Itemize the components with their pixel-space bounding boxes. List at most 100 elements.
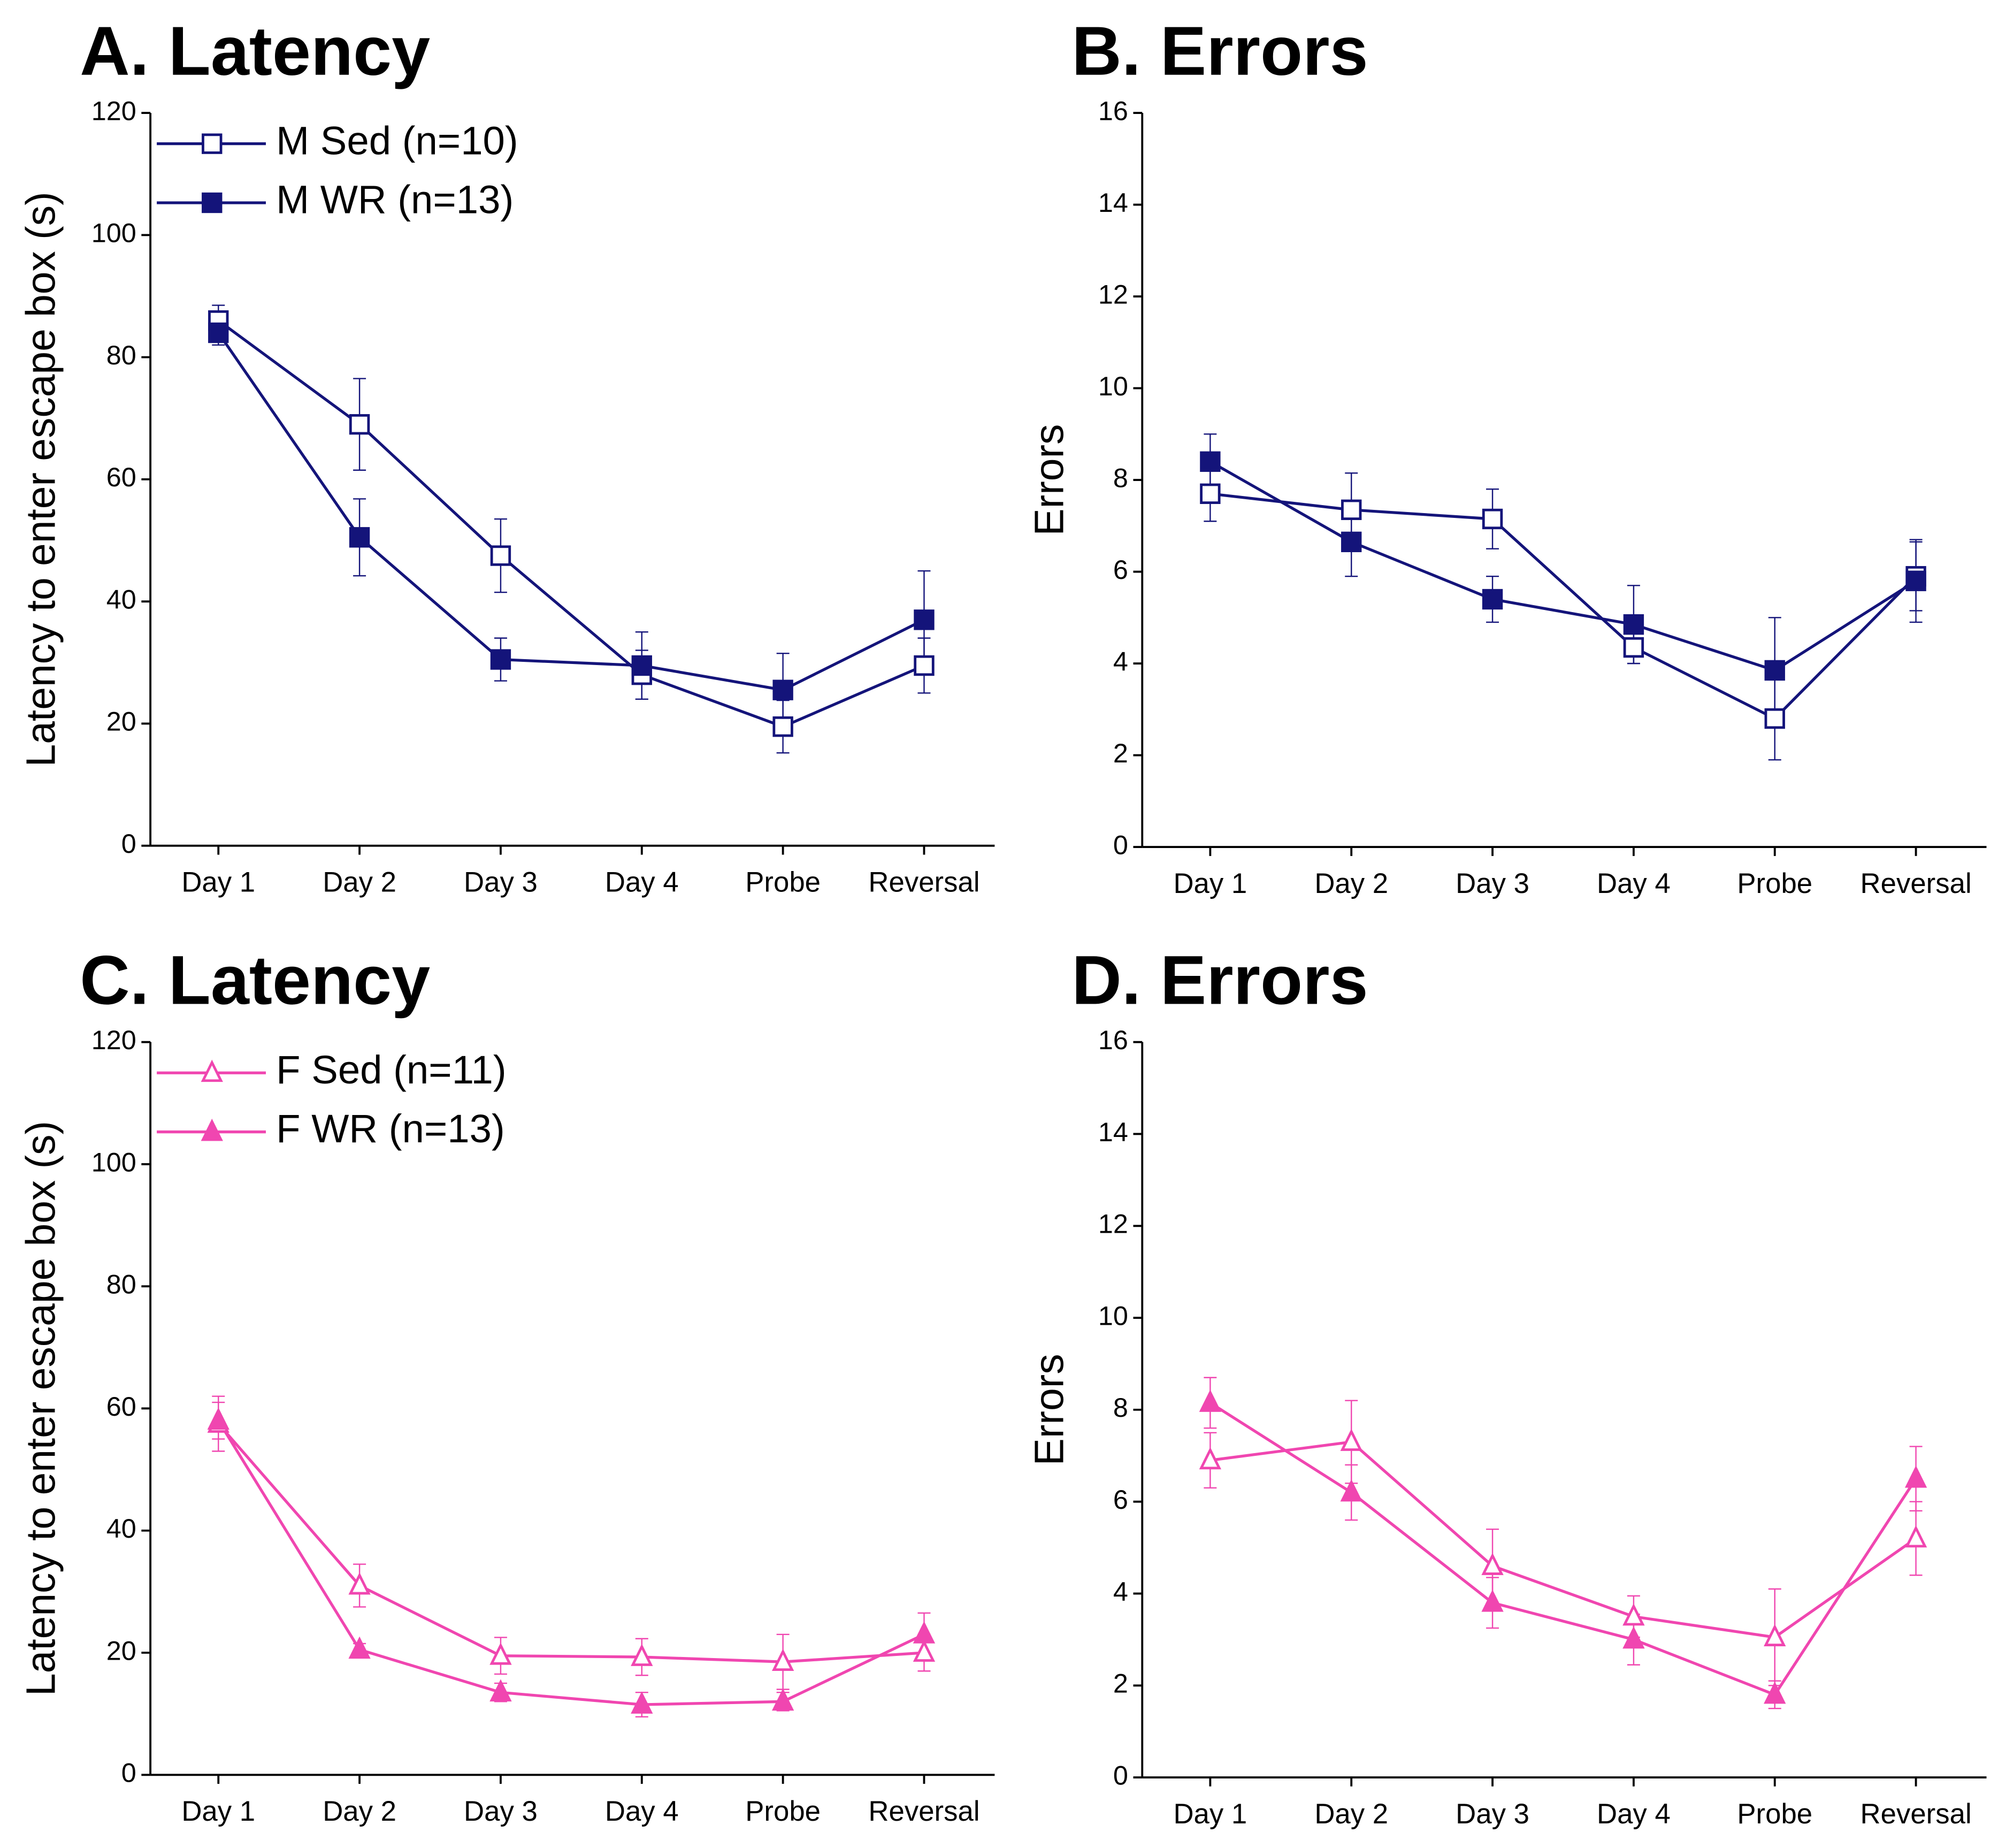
series-line <box>217 1419 925 1706</box>
x-tick-label: Day 3 <box>1456 868 1529 899</box>
x-tick-label: Day 3 <box>464 867 538 898</box>
data-point <box>913 1621 936 1644</box>
legend-marker <box>202 192 223 213</box>
panel: C. Latency Latency to enter escape box (s… <box>18 942 995 1827</box>
data-point <box>1622 1603 1645 1626</box>
y-tick-label: 16 <box>1098 1025 1128 1055</box>
x-tick-label: Probe <box>745 1796 821 1827</box>
data-point <box>489 1643 512 1665</box>
series-line <box>217 1423 924 1663</box>
data-point <box>208 322 229 343</box>
data-point <box>631 655 652 676</box>
y-tick-label: 10 <box>1098 371 1128 401</box>
x-tick-label: Day 2 <box>323 1796 396 1827</box>
y-tick-label: 120 <box>91 1025 136 1055</box>
y-tick-label: 80 <box>106 1269 136 1300</box>
data-point <box>631 1644 653 1666</box>
y-tick-label: 40 <box>106 1513 136 1544</box>
y-tick-label: 4 <box>1113 1576 1128 1607</box>
data-point <box>349 414 370 435</box>
data-point <box>772 716 793 737</box>
y-tick-label: 4 <box>1113 646 1128 676</box>
y-tick-label: 80 <box>106 340 136 370</box>
data-point <box>490 545 511 566</box>
data-point <box>1200 451 1221 472</box>
legend-label: F Sed (n=11) <box>276 1048 506 1092</box>
legend-marker <box>201 1059 223 1082</box>
x-tick-label: Day 1 <box>181 867 255 898</box>
y-axis-label: Latency to enter escape box (s) <box>18 1121 64 1696</box>
data-point <box>771 1648 794 1671</box>
x-tick-label: Reversal <box>1860 1798 1972 1830</box>
data-point <box>1764 708 1785 729</box>
data-point <box>1340 1429 1362 1451</box>
data-point <box>772 679 793 700</box>
x-tick-label: Day 2 <box>1314 1798 1388 1830</box>
data-point <box>914 655 935 676</box>
data-point <box>913 1639 936 1662</box>
x-tick-label: Day 4 <box>605 1796 679 1827</box>
y-tick-label: 10 <box>1098 1300 1128 1331</box>
y-tick-label: 20 <box>106 706 136 737</box>
y-tick-label: 120 <box>91 95 136 126</box>
data-point <box>1764 1624 1786 1646</box>
legend-marker <box>202 133 223 154</box>
data-point <box>1905 570 1926 591</box>
data-point <box>771 1688 794 1711</box>
legend-label: F WR (n=13) <box>276 1106 505 1151</box>
x-tick-label: Day 1 <box>1173 868 1247 899</box>
y-axis-label: Errors <box>1027 424 1073 536</box>
data-point <box>1199 1389 1222 1412</box>
x-tick-label: Probe <box>1737 868 1812 899</box>
y-tick-label: 8 <box>1113 462 1128 493</box>
y-tick-label: 0 <box>121 828 136 859</box>
x-tick-label: Reversal <box>868 867 979 898</box>
legend-marker <box>201 1118 223 1141</box>
y-tick-label: 100 <box>91 1147 136 1177</box>
y-tick-label: 16 <box>1098 95 1128 126</box>
y-tick-label: 0 <box>121 1758 136 1788</box>
panel-title: B. Errors <box>1071 13 1368 90</box>
x-tick-label: Day 3 <box>1456 1798 1529 1830</box>
y-tick-label: 6 <box>1113 1484 1128 1515</box>
panel: D. Errors Errors 0 2 4 6 8 10 12 14 16 Day 1 Day 2 Da… <box>1027 942 1987 1830</box>
x-tick-label: Probe <box>1737 1798 1812 1830</box>
data-point <box>1199 1447 1222 1470</box>
y-tick-label: 0 <box>1113 1760 1128 1790</box>
data-point <box>1764 1681 1786 1704</box>
x-tick-label: Probe <box>745 867 821 898</box>
series-line <box>1209 460 1917 672</box>
data-point <box>1904 1525 1927 1548</box>
series-line <box>1209 1401 1917 1697</box>
legend-label: M WR (n=13) <box>276 178 514 222</box>
panel-title: D. Errors <box>1071 942 1368 1019</box>
data-point <box>207 1407 229 1430</box>
data-point <box>490 649 511 670</box>
data-point <box>1481 1553 1504 1575</box>
data-point <box>1623 637 1644 658</box>
y-tick-label: 60 <box>106 1391 136 1422</box>
series-line <box>1210 492 1917 721</box>
series-line <box>1210 1440 1917 1639</box>
x-tick-label: Day 4 <box>1597 1798 1671 1830</box>
data-point <box>1482 508 1503 530</box>
data-point <box>914 609 935 630</box>
data-point <box>349 527 370 548</box>
data-point <box>348 1636 371 1659</box>
panel: B. Errors Errors 0 2 4 6 8 10 12 14 16 Day 1 Day 2 Da… <box>1027 13 1987 899</box>
y-tick-label: 8 <box>1113 1392 1128 1423</box>
x-tick-label: Day 4 <box>605 867 679 898</box>
data-point <box>1200 483 1221 504</box>
y-tick-label: 14 <box>1098 1117 1128 1147</box>
y-axis-label: Errors <box>1027 1354 1073 1465</box>
series-line <box>217 332 925 692</box>
data-point <box>1622 1626 1645 1649</box>
y-tick-label: 20 <box>106 1635 136 1666</box>
legend-label: M Sed (n=10) <box>276 118 518 163</box>
x-tick-label: Day 3 <box>464 1796 538 1827</box>
x-tick-label: Day 4 <box>1597 868 1671 899</box>
data-point <box>1341 499 1362 521</box>
y-tick-label: 60 <box>106 462 136 492</box>
y-tick-label: 100 <box>91 218 136 248</box>
